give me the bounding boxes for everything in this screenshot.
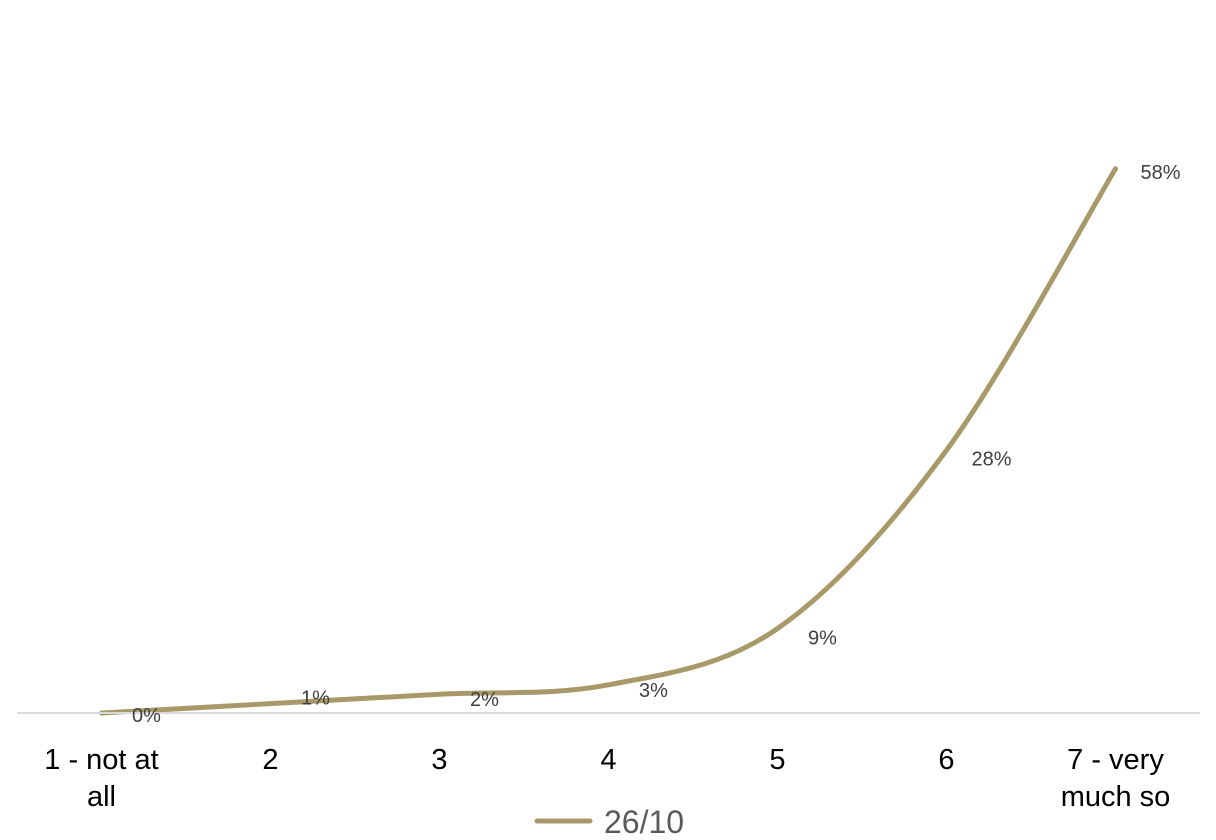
- x-axis-tick-labels: 1 - not at all 2 3 4 5 6 7 - very much so: [44, 744, 1170, 813]
- x-tick-label-line: 6: [938, 744, 954, 776]
- data-label: 58%: [1140, 162, 1180, 184]
- x-tick-label: 5: [769, 744, 785, 776]
- x-tick-label-line: 5: [769, 744, 785, 776]
- x-tick-label-line: all: [87, 781, 116, 813]
- x-tick-label: 2: [262, 744, 278, 776]
- data-label: 28%: [971, 448, 1011, 470]
- data-label: 0%: [132, 705, 161, 727]
- data-label: 9%: [808, 628, 837, 650]
- plot-area: [99, 166, 1118, 716]
- series-line-26-10: [99, 166, 1118, 716]
- data-label: 3%: [639, 680, 668, 702]
- x-tick-label: 6: [938, 744, 954, 776]
- data-labels: 0% 1% 2% 3% 9% 28% 58%: [132, 162, 1181, 727]
- legend: 26/10: [534, 804, 684, 840]
- x-tick-label-line: 4: [600, 744, 616, 776]
- x-tick-label: 7 - very much so: [1061, 744, 1171, 813]
- x-tick-label: 3: [431, 744, 447, 776]
- legend-label-26-10: 26/10: [604, 804, 684, 840]
- data-label: 2%: [470, 689, 499, 711]
- data-label: 1%: [301, 688, 330, 710]
- x-tick-label: 4: [600, 744, 616, 776]
- x-tick-label: 1 - not at all: [44, 744, 158, 813]
- x-tick-label-line: 7 - very: [1067, 744, 1164, 776]
- x-tick-label-line: much so: [1061, 781, 1171, 813]
- x-tick-label-line: 2: [262, 744, 278, 776]
- x-tick-label-line: 1 - not at: [44, 744, 158, 776]
- x-tick-label-line: 3: [431, 744, 447, 776]
